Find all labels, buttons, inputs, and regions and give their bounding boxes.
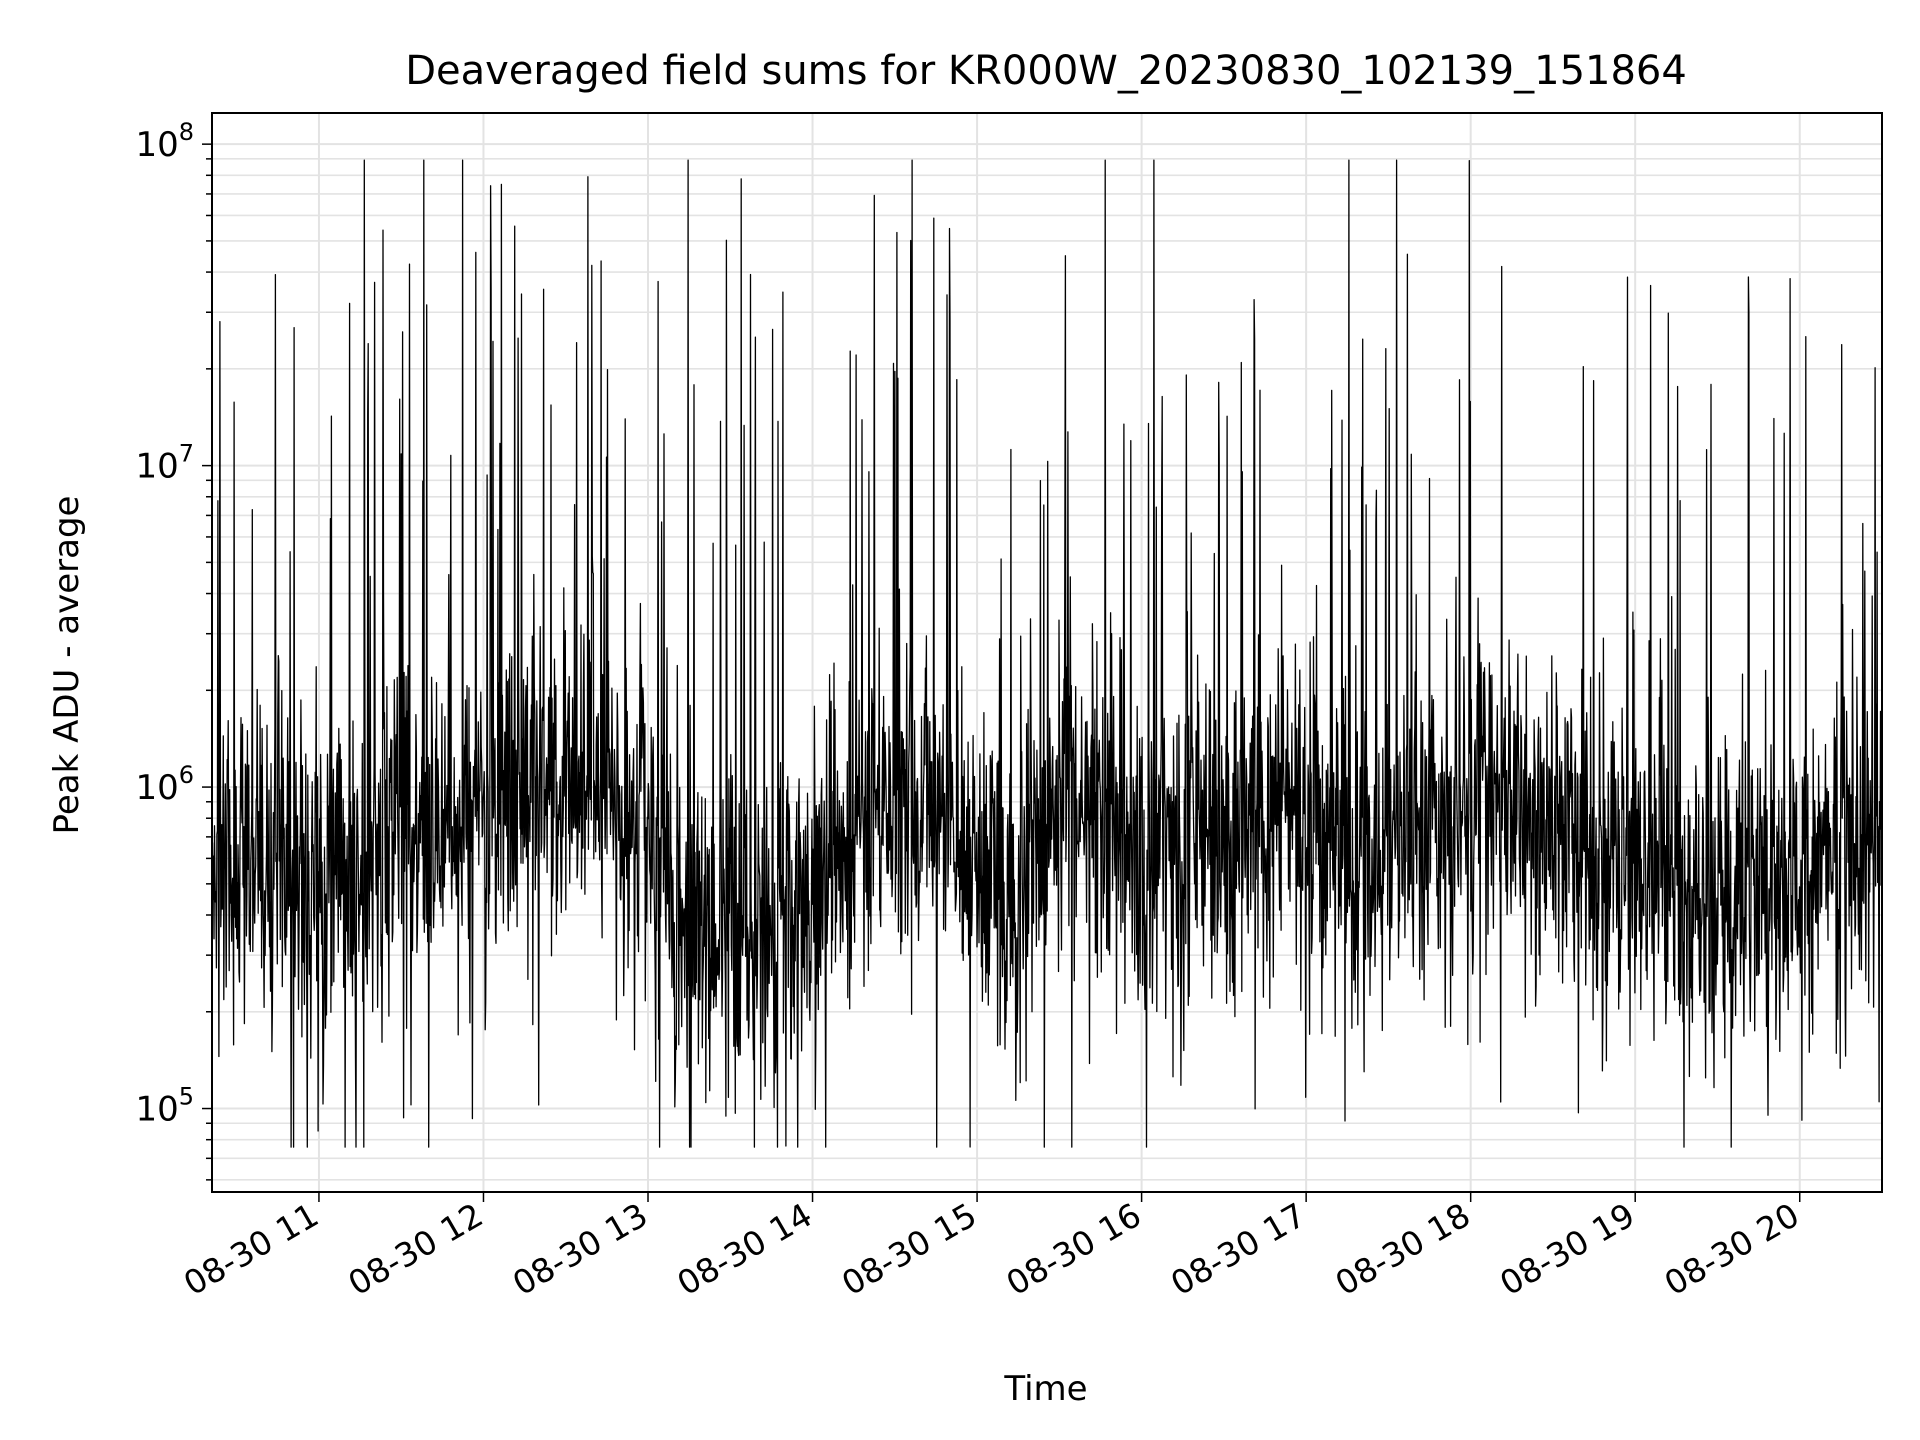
y-tick-exponent: 5 <box>179 1083 194 1111</box>
y-tick-base: 10 <box>135 768 178 808</box>
y-tick-label: 108 <box>135 118 194 165</box>
chart-title: Deaveraged field sums for KR000W_2023083… <box>405 48 1687 94</box>
y-tick-exponent: 8 <box>179 118 194 146</box>
series-layer <box>211 159 1883 1148</box>
y-tick-exponent: 7 <box>179 440 194 468</box>
series-line <box>211 159 1883 1148</box>
y-tick-label: 106 <box>135 761 194 808</box>
y-tick-base: 10 <box>135 447 178 487</box>
plot-area-frame <box>211 112 1883 1193</box>
y-tick-label: 107 <box>135 440 194 487</box>
y-axis-label: Peak ADU - average <box>47 496 87 835</box>
y-tick-base: 10 <box>135 1090 178 1130</box>
y-tick-base: 10 <box>135 125 178 165</box>
y-tick-label: 105 <box>135 1083 194 1130</box>
y-tick-exponent: 6 <box>179 761 194 789</box>
x-axis-label: Time <box>1003 1369 1087 1409</box>
